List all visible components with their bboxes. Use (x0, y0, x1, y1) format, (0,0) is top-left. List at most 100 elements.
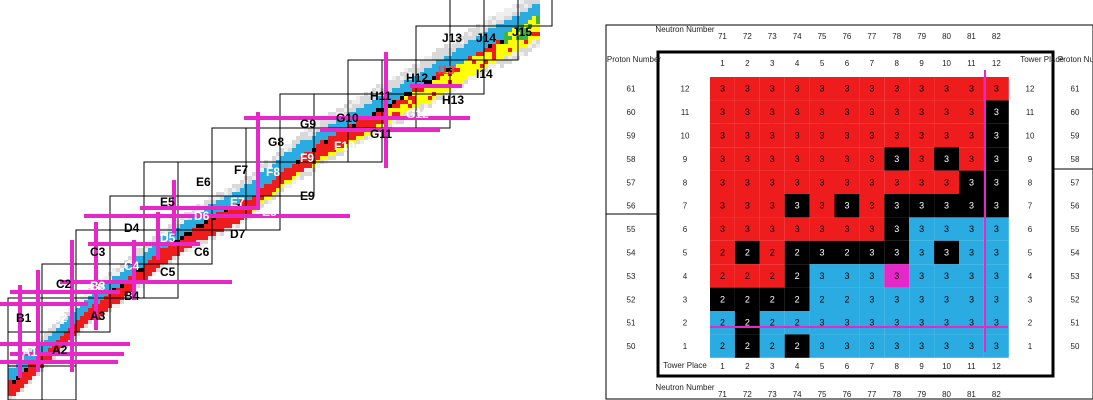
cell-value: 2 (795, 271, 800, 281)
nuclide-pixel (328, 112, 332, 116)
nuclide-pixel (340, 152, 344, 156)
nuclide-pixel (100, 308, 104, 312)
tower-label: H12 (406, 71, 428, 85)
nuclide-pixel (320, 132, 324, 136)
nuclide-pixel (376, 84, 380, 88)
nuclide-pixel (304, 172, 308, 176)
nuclide-pixel (276, 184, 280, 188)
nuclide-pixel (460, 68, 464, 72)
nuclide-pixel (172, 248, 176, 252)
nuclide-pixel (268, 168, 272, 172)
cell-value: 3 (720, 224, 725, 234)
tower-box-grid (7, 0, 553, 400)
nuclide-pixel (120, 300, 124, 304)
nuclide-pixel (200, 236, 204, 240)
nuclide-pixel (52, 348, 56, 352)
nuclide-pixel (168, 260, 172, 264)
grid-cell (734, 123, 760, 148)
nuclide-pixel (304, 140, 308, 144)
nuclide-pixel (404, 112, 408, 116)
nuclide-pixel (348, 132, 352, 136)
tower-place-left: 1 (683, 342, 688, 351)
grid-cell (859, 123, 885, 148)
nuclide-pixel (288, 180, 292, 184)
nuclide-pixel (344, 104, 348, 108)
nuclide-pixel (392, 112, 396, 116)
nuclide-pixel (168, 256, 172, 260)
cell-value: 3 (994, 224, 999, 234)
nuclide-pixel (340, 148, 344, 152)
nuclide-pixel (316, 140, 320, 144)
nuclide-pixel (116, 272, 120, 276)
grid-axis-labels: 7171727273737474757576767777787879798080… (627, 32, 1080, 399)
nuclide-pixel (412, 108, 416, 112)
cell-value: 3 (969, 107, 974, 117)
nuclide-pixel (248, 192, 252, 196)
nuclide-pixel (292, 164, 296, 168)
nuclide-pixel (428, 88, 432, 92)
grid-cell (959, 77, 984, 101)
nuclide-pixel (104, 312, 108, 316)
nuclide-pixel (320, 148, 324, 152)
grid-cell (734, 334, 760, 358)
nuclide-pixel (472, 76, 476, 80)
grid-cell (909, 217, 935, 241)
neutron-number-top: 80 (942, 32, 951, 41)
nuclide-pixel (480, 60, 484, 64)
nuclide-pixel (356, 112, 360, 116)
nuclide-pixel (356, 132, 360, 136)
nuclide-pixel (324, 132, 328, 136)
nuclide-pixel (164, 252, 168, 256)
nuclide-pixel (240, 180, 244, 184)
nuclide-pixel (152, 248, 156, 252)
nuclide-pixel (488, 48, 492, 52)
nuclide-pixel (520, 4, 524, 8)
nuclide-pixel (136, 248, 140, 252)
grid-cell (809, 77, 835, 101)
nuclide-pixel (148, 248, 152, 252)
nuclide-pixel (348, 144, 352, 148)
nuclide-pixel (492, 28, 496, 32)
cell-value: 3 (894, 248, 899, 258)
cell-value: 3 (944, 341, 949, 351)
nuclide-pixel (204, 232, 208, 236)
nuclide-pixel (404, 76, 408, 80)
cell-value: 3 (869, 224, 874, 234)
nuclide-pixel (452, 56, 456, 60)
nuclide-pixel (248, 196, 252, 200)
tower-place-top: 5 (820, 59, 825, 68)
nuclide-pixel (284, 144, 288, 148)
nuclide-pixel (420, 96, 424, 100)
nuclide-pixel (316, 136, 320, 140)
nuclide-pixel (476, 68, 480, 72)
grid-cell (909, 194, 935, 218)
nuclide-pixel (248, 176, 252, 180)
nuclide-pixel (400, 108, 404, 112)
cell-value: 3 (919, 248, 924, 258)
nuclide-pixel (496, 56, 500, 60)
proton-number-right: 59 (1071, 132, 1080, 141)
grid-cell (983, 147, 1009, 171)
tower-place-bottom: 9 (919, 362, 924, 371)
nuclide-pixel (344, 120, 348, 124)
nuclide-pixel (272, 184, 276, 188)
nuclide-pixel (360, 140, 364, 144)
grid-frame (605, 24, 1093, 400)
proton-number-left: 51 (627, 319, 636, 328)
nuclide-pixel (440, 80, 444, 84)
proton-number-left: 53 (627, 272, 636, 281)
nuclide-pixel (224, 200, 228, 204)
nuclide-pixel (268, 172, 272, 176)
nuclide-pixel (444, 80, 448, 84)
nuclide-pixel (100, 284, 104, 288)
nuclide-pixel (272, 180, 276, 184)
nuclide-pixel (456, 76, 460, 80)
nuclide-pixel (528, 44, 532, 48)
nuclide-pixel (488, 28, 492, 32)
grid-cell (983, 217, 1009, 241)
nuclide-pixel (440, 52, 444, 56)
nuclide-pixel (328, 152, 332, 156)
nuclide-pixel (120, 288, 124, 292)
cell-value: 3 (994, 248, 999, 258)
cell-value: 3 (969, 224, 974, 234)
